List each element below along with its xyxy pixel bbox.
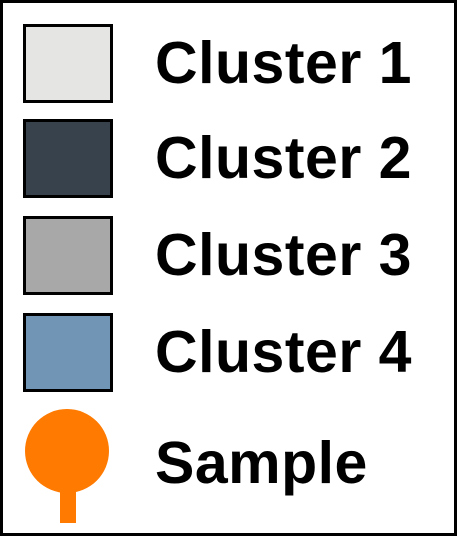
sample-pin-icon bbox=[23, 407, 115, 525]
sample-pin-head bbox=[25, 409, 109, 493]
cluster-3-swatch bbox=[23, 216, 113, 295]
cluster-1-swatch bbox=[23, 24, 113, 103]
cluster-2-swatch bbox=[23, 119, 113, 198]
sample-pin-stem bbox=[60, 483, 76, 523]
cluster-3-label: Cluster 3 bbox=[155, 222, 412, 288]
cluster-4-swatch bbox=[23, 313, 113, 392]
cluster-2-label: Cluster 2 bbox=[155, 125, 412, 191]
cluster-1-label: Cluster 1 bbox=[155, 30, 412, 96]
cluster-4-label: Cluster 4 bbox=[155, 319, 412, 385]
sample-label: Sample bbox=[155, 430, 368, 496]
